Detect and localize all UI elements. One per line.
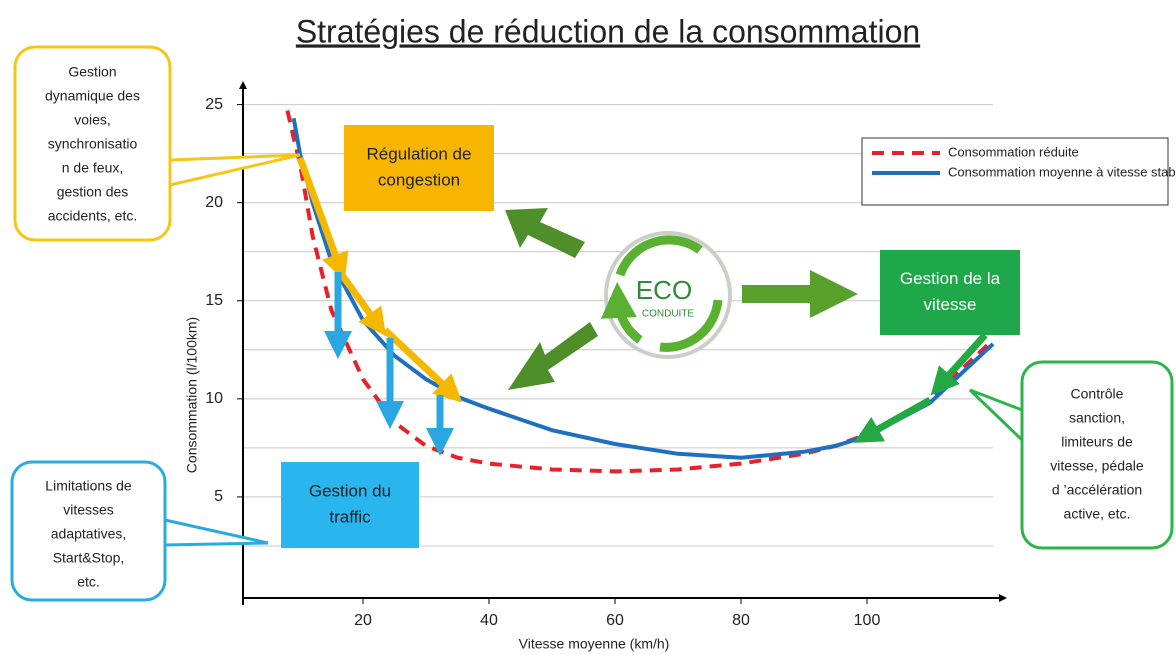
callout-text: Start&Stop, [53, 550, 125, 566]
strategy-label: vitesse [924, 295, 977, 314]
callout-pointer [163, 518, 269, 547]
callout-text: vitesse, pédale [1050, 458, 1144, 474]
arrow [853, 396, 932, 443]
y-tick-label: 15 [205, 292, 223, 309]
arrow [296, 156, 349, 282]
strategy-label: Régulation de [367, 144, 472, 163]
x-tick-label: 20 [354, 612, 372, 629]
y-tick-label: 20 [205, 194, 223, 211]
callout-text: voies, [74, 112, 111, 128]
callout [1020, 360, 1174, 550]
callout-text: n de feux, [62, 160, 124, 176]
eco-arrow [742, 270, 858, 318]
callout-text: dynamique des [45, 88, 140, 104]
x-tick-label: 60 [606, 612, 624, 629]
callout-text: limiteurs de [1061, 434, 1133, 450]
strategy-label: traffic [329, 507, 371, 526]
callout-text: gestion des [57, 184, 129, 200]
strategy-box [344, 125, 494, 211]
callout-text: d ’accélération [1052, 482, 1142, 498]
arrow [339, 272, 387, 337]
callout-text: etc. [77, 574, 100, 590]
arrow [930, 332, 988, 396]
x-tick-label: 100 [854, 612, 881, 629]
arrow [382, 327, 463, 403]
y-tick-label: 10 [205, 390, 223, 407]
logo-arrows [618, 235, 723, 352]
strategy-label: Gestion de la [900, 269, 1001, 288]
y-tick-label: 5 [214, 488, 223, 505]
chart-title: Stratégies de réduction de la consommati… [296, 13, 920, 49]
callout-text: Gestion [68, 64, 116, 80]
callout [13, 45, 172, 242]
callout-text: sanction, [1069, 410, 1125, 426]
callout-pointer [968, 388, 1024, 444]
y-axis-label: Consommation (l/100km) [184, 317, 200, 473]
x-axis-label: Vitesse moyenne (km/h) [519, 636, 670, 652]
logo-text: CONDUITE [642, 309, 695, 320]
callout [10, 460, 167, 602]
legend-label: Consommation réduite [948, 144, 1079, 159]
legend: Consommation réduite Consommation moyenne… [861, 137, 1176, 206]
x-tick-label: 80 [732, 612, 750, 629]
callout-text: accidents, etc. [48, 208, 138, 224]
strategy-label: Gestion du [309, 481, 391, 500]
callout-text: Limitations de [45, 478, 132, 494]
eco-arrow [505, 208, 585, 258]
y-tick-label: 25 [205, 96, 223, 113]
callout-text: vitesses [63, 502, 114, 518]
callout-text: synchronisatio [48, 136, 138, 152]
legend-label: Consommation moyenne à vitesse stabilisé… [948, 164, 1176, 179]
callout-text: active, etc. [1064, 506, 1131, 522]
callout-text: adaptatives, [51, 526, 127, 542]
callout-text: Contrôle [1071, 386, 1124, 402]
callout-pointer [168, 153, 301, 187]
logo-text: ECO [636, 275, 692, 305]
strategy-box [281, 462, 419, 548]
strategy-label: congestion [378, 170, 460, 189]
strategy-box [880, 250, 1020, 335]
eco-arrow [508, 322, 598, 390]
x-tick-label: 40 [480, 612, 498, 629]
